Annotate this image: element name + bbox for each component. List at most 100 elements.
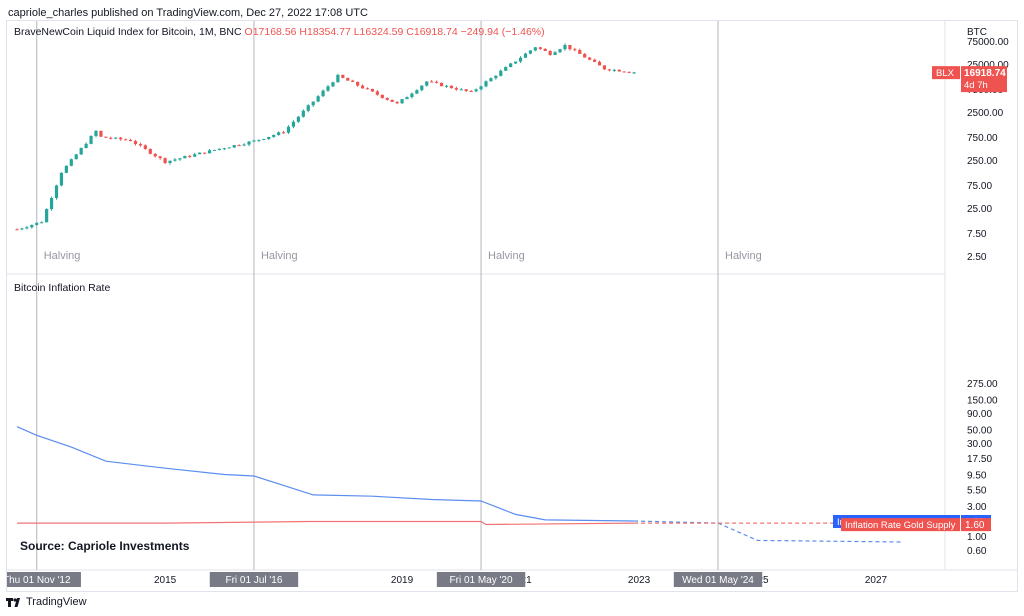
- candle-down: [573, 49, 577, 51]
- candle-up: [84, 143, 88, 148]
- candle-up: [198, 152, 202, 155]
- candle-up: [69, 159, 73, 166]
- inflation-axis-tick: 50.00: [967, 425, 992, 436]
- last-price-bg: [961, 66, 1007, 93]
- candle-down: [138, 144, 143, 146]
- candle-down: [627, 71, 631, 73]
- candle-down: [124, 139, 128, 141]
- time-axis-highlight-bg: [0, 572, 81, 587]
- candle-down: [346, 77, 350, 81]
- candle-down: [133, 141, 138, 145]
- candle-up: [296, 116, 300, 122]
- candle-down: [15, 229, 19, 231]
- candle-up: [400, 99, 404, 104]
- gold-inflation-line: [17, 520, 635, 526]
- candle-up: [168, 160, 172, 164]
- candle-up: [79, 147, 83, 155]
- candle-down: [163, 158, 167, 164]
- inflation-axis-tick: 9.50: [967, 471, 987, 482]
- halving-label: Halving: [44, 250, 81, 262]
- candle-up: [64, 165, 68, 173]
- candle-down: [464, 89, 468, 91]
- candle-up: [227, 147, 231, 149]
- ohlc-close: C16918.74: [406, 26, 460, 38]
- inflation-axis-tick: 1.00: [967, 532, 987, 543]
- candle-up: [415, 90, 419, 94]
- candle-up: [262, 139, 266, 141]
- price-axis-tick: 2.50: [967, 252, 987, 263]
- price-axis-tick: 75000.00: [967, 37, 1009, 48]
- candle-up: [30, 224, 34, 228]
- time-axis-tick: 2019: [391, 575, 414, 586]
- gold-series-value: 1.60: [965, 520, 985, 531]
- chart-svg[interactable]: Halving Halving Halving Halving 75000.00 2500…: [0, 21, 1017, 591]
- inflation-axis-tick: 90.00: [967, 409, 992, 420]
- candle-up: [35, 222, 39, 225]
- blx-tag-bg: [932, 66, 960, 80]
- time-axis-highlight: Fri 01 May '20: [450, 575, 513, 586]
- candle-up: [277, 132, 281, 135]
- candle-up: [484, 81, 488, 87]
- candle-up: [474, 89, 478, 92]
- candle-up: [509, 63, 513, 68]
- candle-up: [272, 134, 276, 137]
- candle-down: [385, 97, 389, 100]
- inflation-axis-tick: 30.00: [967, 439, 992, 450]
- candle-down: [597, 61, 602, 66]
- candle-up: [178, 158, 182, 160]
- candle-up: [306, 105, 310, 111]
- candle-down: [617, 69, 621, 72]
- candle-down: [148, 148, 152, 154]
- candle-down: [395, 101, 399, 104]
- candle-up: [311, 101, 315, 106]
- candle-up: [252, 140, 256, 142]
- candle-down: [583, 53, 587, 58]
- candle-up: [528, 50, 533, 54]
- time-axis-highlight-bg: [673, 572, 763, 587]
- candle-up: [494, 75, 498, 79]
- candle-up: [222, 148, 226, 150]
- candle-down: [568, 44, 572, 50]
- time-axis-highlight-bg: [436, 572, 526, 587]
- candle-down: [592, 59, 597, 62]
- candle-up: [217, 148, 222, 150]
- candle-up: [232, 145, 236, 148]
- candle-down: [449, 85, 454, 89]
- candle-down: [430, 81, 434, 83]
- candle-up: [173, 159, 177, 161]
- inflation-axis-tick: 0.60: [967, 546, 987, 557]
- candle-down: [578, 50, 582, 54]
- candle-up: [40, 222, 44, 224]
- candle-down: [143, 145, 147, 149]
- time-axis-tick: 2015: [154, 575, 177, 586]
- candle-up: [459, 89, 463, 91]
- candle-up: [20, 228, 24, 230]
- candle-up: [257, 139, 261, 141]
- gold-series-value-bg: [961, 518, 991, 532]
- candle-up: [410, 93, 414, 98]
- price-axis-tick: 25.00: [967, 204, 992, 215]
- time-axis-tick: 2027: [865, 575, 888, 586]
- gold-series-label: Inflation Rate Gold Supply: [845, 520, 956, 531]
- gold-series-label-bg: [841, 518, 960, 532]
- candle-down: [454, 88, 458, 90]
- candle-up: [420, 85, 424, 91]
- candle-up: [49, 198, 54, 210]
- ohlc-low: L16324.59: [354, 26, 407, 38]
- inflation-axis-tick: 3.00: [967, 502, 987, 513]
- candle-up: [425, 81, 429, 86]
- candle-up: [54, 185, 59, 199]
- candle-up: [25, 227, 29, 229]
- candle-down: [469, 90, 473, 92]
- tradingview-logo-icon[interactable]: [6, 597, 22, 608]
- candle-up: [499, 70, 503, 76]
- footer-brand[interactable]: TradingView: [26, 596, 87, 608]
- candle-down: [188, 156, 192, 158]
- halving-label: Halving: [261, 250, 298, 262]
- candle-up: [89, 136, 93, 144]
- candle-countdown: 4d 7h: [964, 80, 988, 91]
- chart-container[interactable]: Halving Halving Halving Halving 75000.00 2500…: [0, 20, 1018, 592]
- halving-label: Halving: [488, 250, 525, 262]
- halving-label: Halving: [725, 250, 762, 262]
- candle-up: [514, 61, 518, 64]
